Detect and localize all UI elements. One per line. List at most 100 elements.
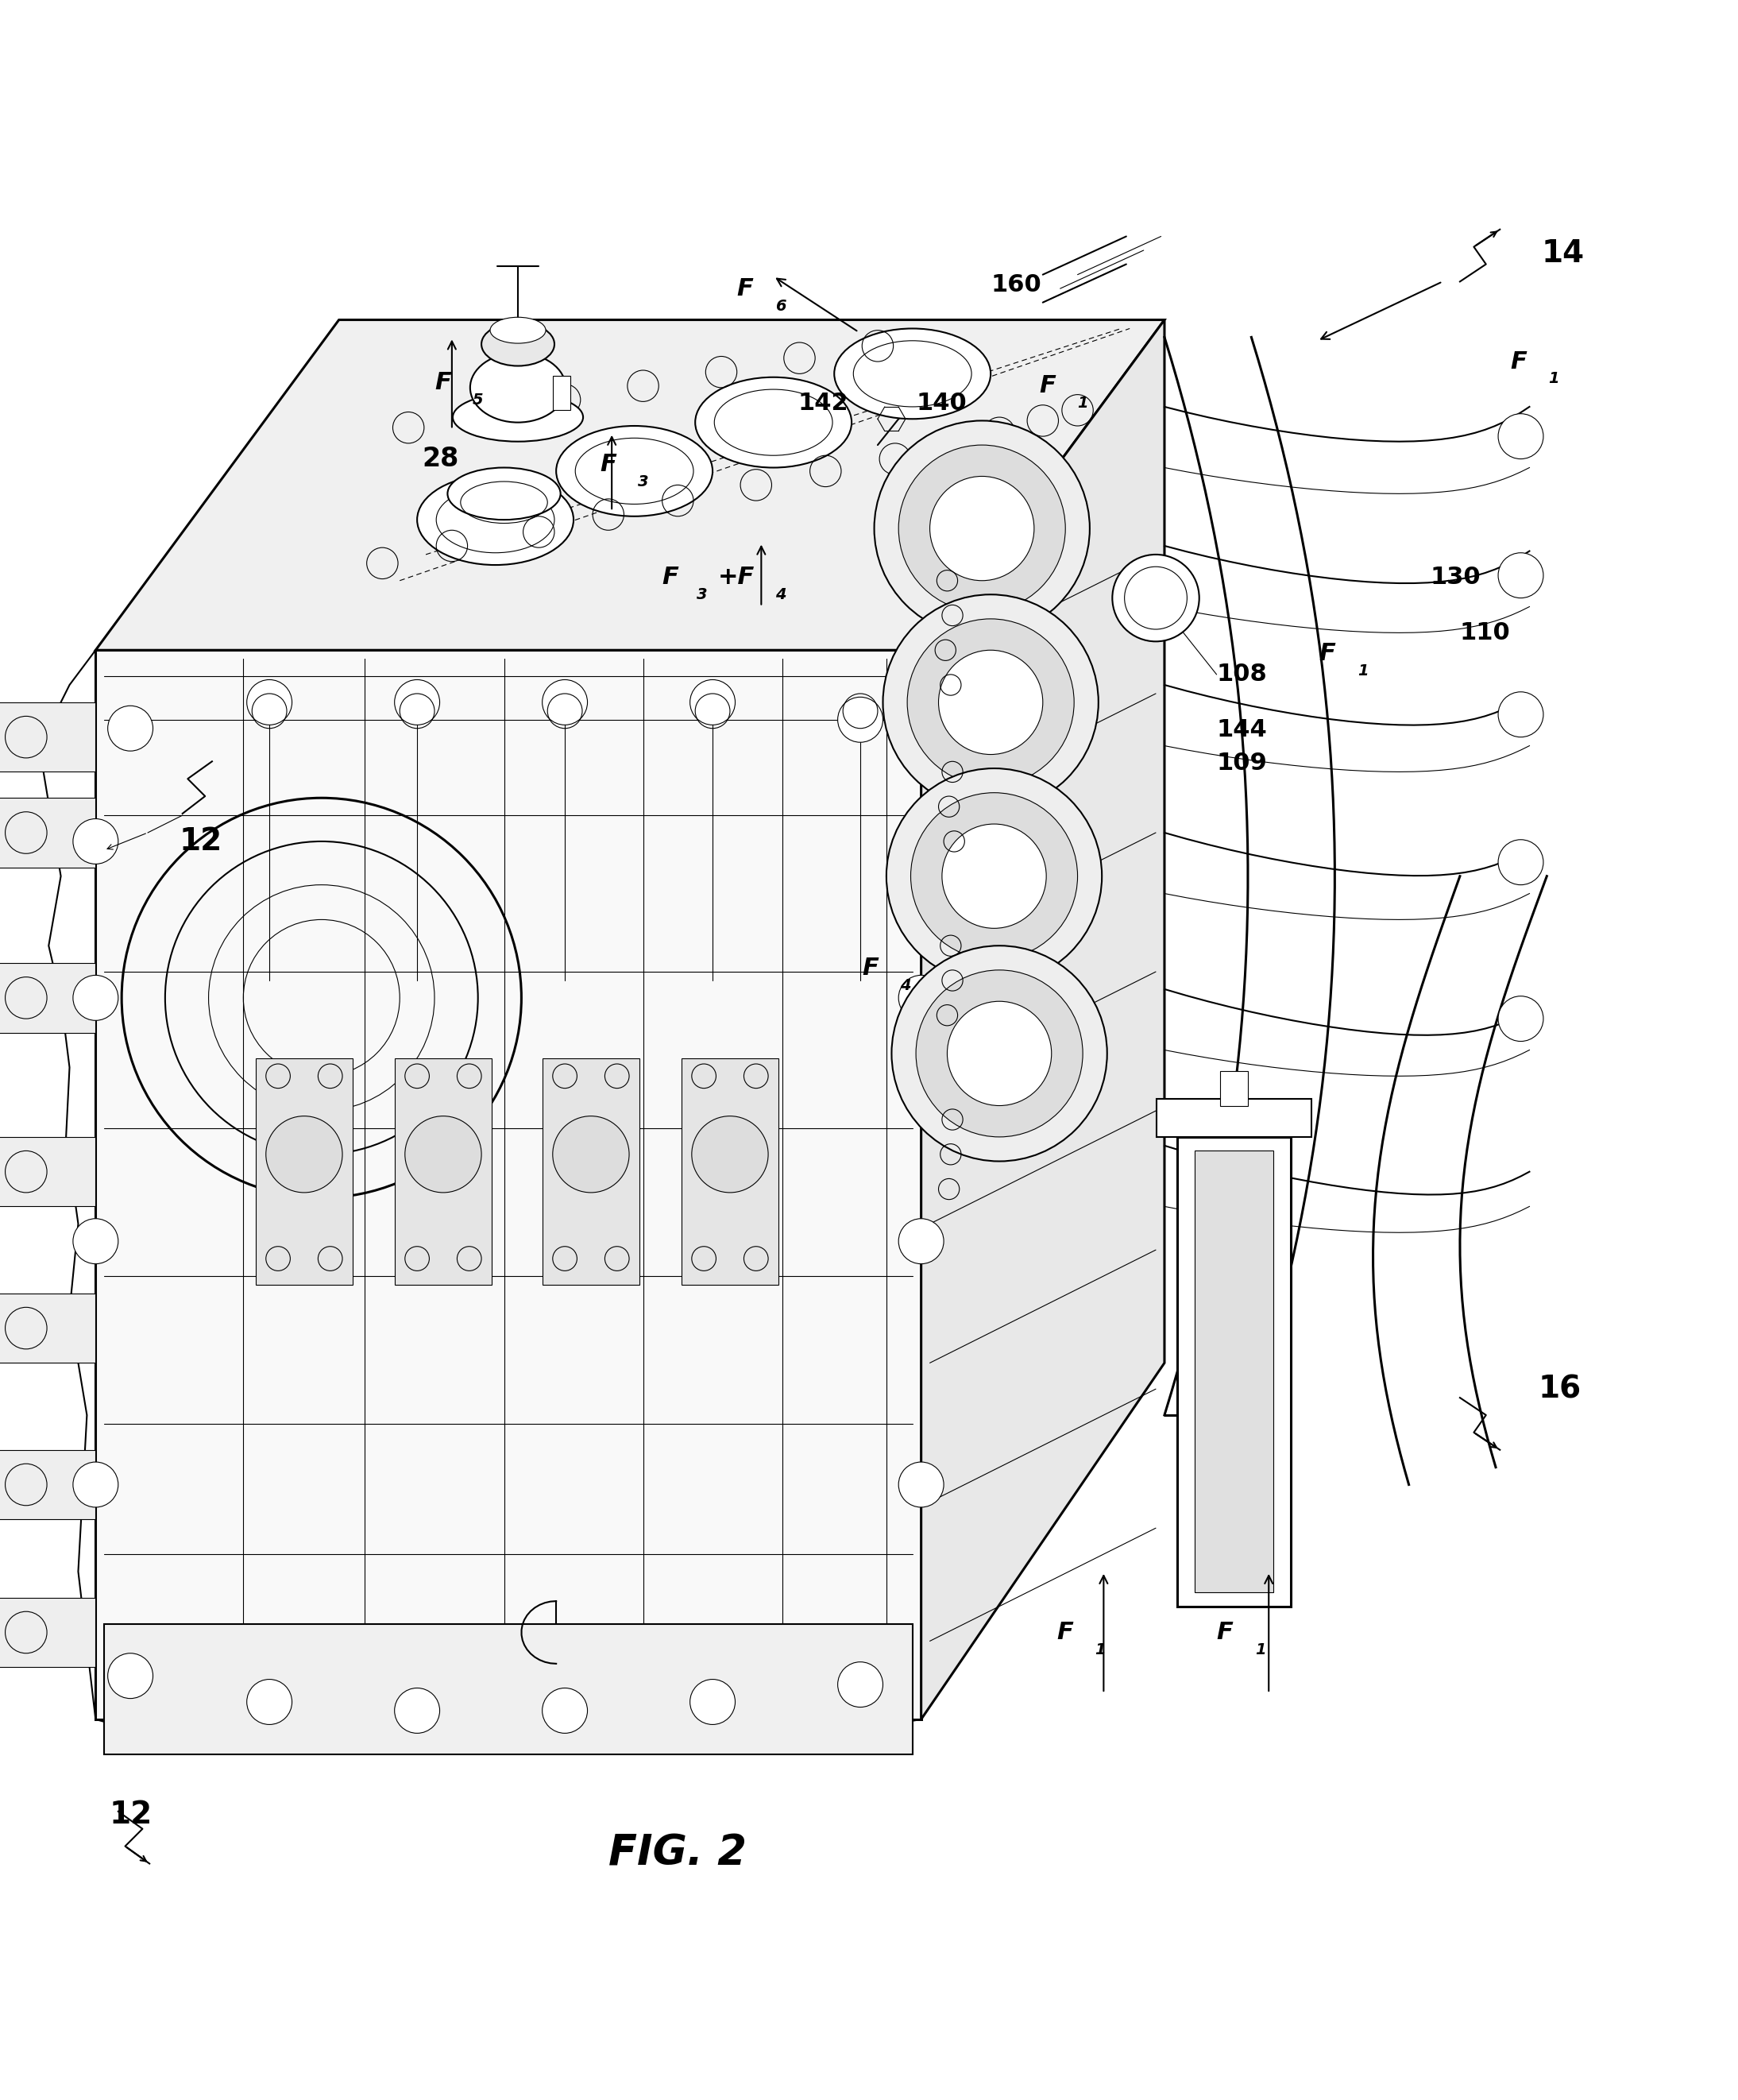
Circle shape (553, 1115, 629, 1193)
Circle shape (939, 651, 1043, 754)
Bar (255, 1058, 353, 1285)
Text: F: F (1510, 351, 1528, 374)
Text: 6: 6 (775, 298, 786, 313)
Bar (1158, 1098, 1310, 1136)
Circle shape (542, 680, 587, 724)
Text: F: F (862, 958, 879, 981)
Text: 109: 109 (1217, 752, 1267, 775)
Text: +F: +F (718, 565, 754, 588)
Bar (1220, 1071, 1248, 1105)
Ellipse shape (490, 317, 546, 342)
Circle shape (247, 680, 292, 724)
Bar (1178, 1136, 1290, 1606)
Text: F: F (1057, 1621, 1074, 1644)
Circle shape (947, 1002, 1051, 1105)
Circle shape (1498, 552, 1543, 598)
Bar (104, 1623, 912, 1753)
Circle shape (930, 477, 1034, 580)
Text: FIG. 2: FIG. 2 (608, 1833, 747, 1873)
Text: F: F (737, 277, 754, 300)
Bar (0, 1598, 96, 1667)
Circle shape (692, 1115, 768, 1193)
Text: 1: 1 (1078, 395, 1088, 412)
Circle shape (892, 945, 1107, 1161)
Bar (1196, 1151, 1272, 1592)
Text: 160: 160 (991, 273, 1041, 296)
Circle shape (838, 1661, 883, 1707)
Bar (0, 701, 96, 773)
Circle shape (73, 974, 118, 1021)
Bar (681, 1058, 779, 1285)
Circle shape (874, 420, 1090, 636)
Ellipse shape (695, 378, 852, 468)
Ellipse shape (469, 353, 565, 422)
Circle shape (247, 1680, 292, 1724)
Circle shape (899, 1218, 944, 1264)
Circle shape (395, 680, 440, 724)
Ellipse shape (417, 475, 574, 565)
Ellipse shape (556, 426, 713, 517)
Circle shape (899, 974, 944, 1021)
Circle shape (690, 1680, 735, 1724)
Text: 130: 130 (1430, 565, 1481, 588)
Text: 5: 5 (473, 393, 483, 407)
Bar (0, 798, 96, 867)
Ellipse shape (481, 323, 554, 365)
Circle shape (886, 769, 1102, 985)
Bar (0, 1136, 96, 1208)
Circle shape (899, 445, 1065, 611)
Circle shape (907, 619, 1074, 785)
Circle shape (73, 819, 118, 863)
Circle shape (942, 823, 1046, 928)
Bar (395, 1058, 492, 1285)
Circle shape (1498, 691, 1543, 737)
Text: 12: 12 (179, 825, 222, 857)
Text: 110: 110 (1460, 622, 1510, 645)
Ellipse shape (452, 393, 582, 441)
Circle shape (108, 706, 153, 752)
Text: 4: 4 (775, 588, 786, 603)
Text: 4: 4 (900, 979, 911, 993)
Text: 1: 1 (1255, 1642, 1265, 1657)
Circle shape (883, 594, 1098, 811)
Circle shape (266, 1115, 342, 1193)
Circle shape (916, 970, 1083, 1136)
Text: 1: 1 (1095, 1642, 1105, 1657)
Text: 1: 1 (1549, 372, 1559, 386)
Text: F: F (1319, 643, 1337, 666)
Circle shape (73, 1462, 118, 1508)
Circle shape (108, 1653, 153, 1699)
Bar (0, 1294, 96, 1363)
Circle shape (690, 680, 735, 724)
Circle shape (838, 697, 883, 741)
Circle shape (1498, 414, 1543, 460)
Text: 12: 12 (109, 1800, 153, 1829)
Text: F: F (662, 565, 680, 588)
Bar (542, 1058, 640, 1285)
Circle shape (1498, 995, 1543, 1042)
Polygon shape (96, 651, 921, 1720)
Text: 14: 14 (1542, 239, 1585, 269)
Ellipse shape (834, 328, 991, 418)
Text: 144: 144 (1217, 718, 1267, 741)
Bar (0, 1449, 96, 1520)
Circle shape (73, 1218, 118, 1264)
Text: 140: 140 (916, 393, 966, 416)
Bar (0, 964, 96, 1033)
Text: 108: 108 (1217, 664, 1267, 687)
Text: 142: 142 (798, 393, 848, 416)
Circle shape (911, 792, 1078, 960)
Text: F: F (600, 454, 617, 477)
Text: 3: 3 (697, 588, 707, 603)
Ellipse shape (448, 468, 560, 521)
Text: 28: 28 (422, 445, 459, 473)
Circle shape (899, 1462, 944, 1508)
Text: F: F (1039, 374, 1057, 397)
Text: 16: 16 (1538, 1373, 1582, 1405)
Circle shape (405, 1115, 481, 1193)
Circle shape (395, 1688, 440, 1732)
Text: F: F (1217, 1621, 1234, 1644)
Text: F: F (434, 372, 452, 395)
Circle shape (899, 819, 944, 863)
Text: 3: 3 (638, 475, 648, 489)
